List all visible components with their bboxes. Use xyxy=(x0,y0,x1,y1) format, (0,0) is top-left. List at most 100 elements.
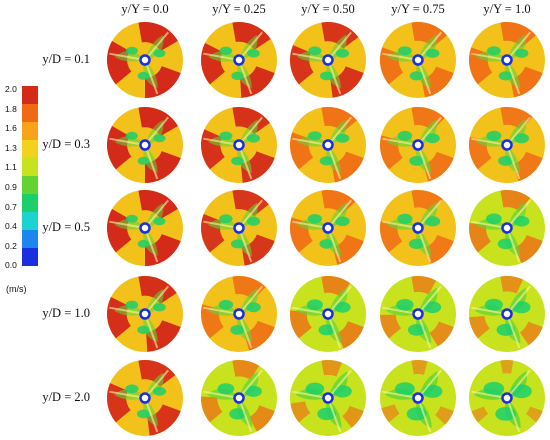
column-label: y/Y = 0.0 xyxy=(121,2,169,16)
low-velocity-core xyxy=(483,381,505,396)
blade-edge xyxy=(417,144,432,180)
hub xyxy=(412,392,424,404)
low-velocity-core xyxy=(137,71,150,80)
column-label: y/Y = 1.0 xyxy=(483,2,531,16)
velocity-contour-disk xyxy=(107,360,183,436)
high-velocity-region xyxy=(290,401,311,423)
low-velocity-core xyxy=(318,324,335,336)
blade-edge xyxy=(238,144,253,180)
blade-edge xyxy=(144,31,169,61)
velocity-contour-disk xyxy=(469,360,545,436)
blade-edge xyxy=(144,116,169,146)
high-velocity-region xyxy=(145,66,181,98)
velocity-contour-disk xyxy=(380,359,456,436)
low-velocity-core xyxy=(153,303,166,312)
blade-edge xyxy=(144,199,169,229)
velocity-contour-disk xyxy=(469,276,545,352)
hub xyxy=(412,139,424,151)
blade-edge xyxy=(382,306,419,315)
high-velocity-region xyxy=(519,321,543,346)
blade-edge xyxy=(238,397,253,433)
blade-edge xyxy=(144,59,159,95)
velocity-contour-disk xyxy=(201,360,277,436)
high-velocity-region xyxy=(500,360,514,374)
blade-edge xyxy=(417,116,442,146)
high-velocity-region xyxy=(321,360,342,377)
blade-edge xyxy=(506,116,531,146)
low-velocity-core xyxy=(512,301,531,314)
low-velocity-core xyxy=(231,71,244,81)
high-velocity-region xyxy=(240,66,275,98)
low-velocity-core xyxy=(484,298,503,311)
colorbar-unit: (m/s) xyxy=(6,284,27,294)
low-velocity-core xyxy=(320,71,334,81)
high-velocity-region xyxy=(232,107,270,135)
colorbar-tick-label: 0.7 xyxy=(5,201,17,212)
blade-edge xyxy=(327,31,352,61)
velocity-contour-disk xyxy=(469,107,545,183)
high-velocity-region xyxy=(468,222,491,253)
low-velocity-core xyxy=(246,216,261,226)
low-velocity-core xyxy=(219,214,233,224)
low-velocity-core xyxy=(152,386,167,396)
high-velocity-region xyxy=(321,22,359,49)
velocity-contour-disk xyxy=(468,190,545,266)
row-label: y/D = 0.5 xyxy=(42,220,90,234)
low-velocity-core xyxy=(498,155,514,166)
high-velocity-region xyxy=(249,405,275,432)
high-velocity-region xyxy=(380,314,402,339)
blade-edge xyxy=(471,137,508,146)
blade-edge xyxy=(417,369,442,399)
low-velocity-core xyxy=(486,213,502,225)
hub xyxy=(501,308,513,320)
colorbar-band xyxy=(22,104,38,123)
blade-edge xyxy=(506,31,531,61)
low-velocity-core xyxy=(137,156,150,165)
low-velocity-core xyxy=(125,46,138,55)
blade-edge xyxy=(109,137,146,146)
blade-edge xyxy=(144,285,169,315)
high-velocity-region xyxy=(342,405,364,428)
hub xyxy=(139,54,151,66)
blade-edge xyxy=(292,390,329,399)
colorbar-tick-label: 0.9 xyxy=(5,182,17,192)
row-label: y/D = 1.0 xyxy=(42,306,90,320)
high-velocity-region xyxy=(138,360,176,387)
low-velocity-core xyxy=(219,46,233,55)
blade-edge xyxy=(203,52,240,61)
colorbar-band xyxy=(22,248,38,266)
blade-edge xyxy=(506,59,521,95)
low-velocity-core xyxy=(497,238,514,250)
low-velocity-core xyxy=(496,323,515,336)
low-velocity-core xyxy=(218,299,234,310)
colorbar-band xyxy=(22,212,38,231)
velocity-contour-disk xyxy=(380,276,456,352)
blade-edge xyxy=(327,285,352,315)
hub xyxy=(501,54,513,66)
high-velocity-region xyxy=(514,235,543,264)
low-velocity-core xyxy=(335,48,350,58)
blade-edge xyxy=(203,306,240,315)
blade-edge xyxy=(203,390,240,399)
blade-edge xyxy=(238,116,263,146)
blade-edge xyxy=(327,397,342,433)
blade-edge xyxy=(238,59,253,95)
velocity-contour-disk xyxy=(107,275,183,352)
blade-edge xyxy=(292,52,329,61)
blade-edge xyxy=(417,285,442,315)
colorbar-tick-label: 1.1 xyxy=(5,162,17,173)
low-velocity-core xyxy=(511,384,532,399)
blade-edge xyxy=(327,59,342,95)
low-velocity-core xyxy=(153,134,166,143)
hub xyxy=(233,54,245,66)
column-label: y/Y = 0.75 xyxy=(391,2,445,16)
low-velocity-core xyxy=(409,71,424,81)
colorbar-tick-label: 0.0 xyxy=(5,260,17,271)
hub xyxy=(412,222,424,234)
low-velocity-core xyxy=(487,46,501,56)
low-velocity-core xyxy=(486,130,502,141)
low-velocity-core xyxy=(125,131,138,140)
low-velocity-core xyxy=(422,384,443,398)
blade-edge xyxy=(417,59,432,95)
